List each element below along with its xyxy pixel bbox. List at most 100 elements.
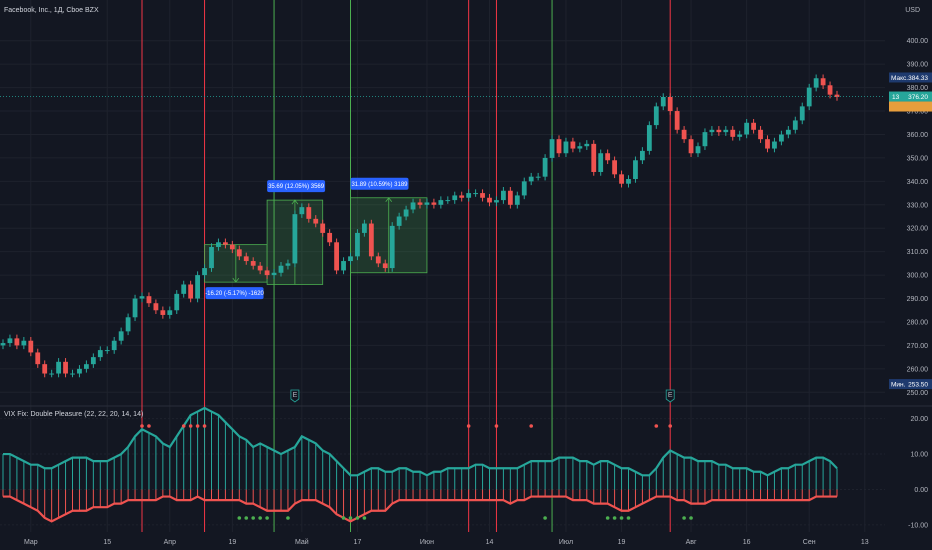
candle-body (348, 256, 353, 262)
candle-body (139, 296, 145, 299)
measure-arrow-head (232, 277, 240, 283)
candle-body (730, 129, 736, 137)
time-tick-label: Сен (803, 539, 816, 546)
signal-dot-bottom (619, 516, 624, 520)
signal-dot-bottom (341, 516, 346, 520)
candle-body (681, 129, 687, 140)
candle-body (236, 249, 242, 257)
candle-body (341, 261, 346, 271)
candle-body (195, 275, 200, 299)
candle-body (716, 129, 722, 133)
time-tick-label: Авг (686, 539, 697, 546)
extreme-marker-value: 384.33 (908, 75, 928, 82)
signal-dot-top (147, 424, 151, 428)
time-tick-label: 15 (103, 539, 111, 546)
price-tick-label: 380.00 (907, 85, 929, 92)
candle-body (424, 202, 430, 205)
candle-body (466, 193, 472, 198)
signal-dot-top (181, 424, 186, 428)
candle-body (577, 146, 583, 149)
symbol-title[interactable]: Facebook, Inc., 1Д, Cboe BZX (4, 7, 99, 14)
candle-body (257, 265, 263, 271)
candle-body (160, 310, 166, 315)
axes-layer[interactable]: 250.00 260.00 270.00 280.00 290.00 300.00 310.… (0, 38, 932, 546)
extreme-marker-bg (889, 379, 932, 390)
candle-body (188, 284, 194, 299)
earnings-flag (665, 389, 675, 403)
candle-body (667, 96, 673, 112)
candle-body (299, 207, 305, 215)
candle-body (758, 129, 763, 140)
extreme-marker-bg (889, 72, 932, 83)
candle-body (438, 200, 444, 205)
measure-label: 31.89 (10.59%) 3189 (351, 182, 408, 188)
candle-body (382, 263, 388, 269)
candle-body (827, 85, 833, 95)
candle-body (772, 141, 777, 149)
signal-dot-bottom (348, 516, 353, 520)
candle-body (806, 87, 812, 107)
candle-body (723, 129, 729, 133)
candle-body (362, 223, 367, 233)
candle-body (598, 153, 604, 172)
candle-body (744, 122, 750, 135)
candle-body (56, 361, 61, 374)
candle-body (209, 246, 214, 269)
candle-body (375, 256, 381, 264)
candle-body (459, 195, 465, 198)
candle-body (660, 96, 666, 107)
histogram-layer (2, 406, 838, 523)
candle-body (591, 143, 597, 172)
currency-label[interactable]: USD (905, 7, 920, 14)
candle-body (250, 261, 256, 266)
candle-body (132, 298, 138, 318)
candle-body (792, 120, 798, 130)
price-tick-label: 280.00 (907, 319, 929, 326)
extreme-marker-label: Мин. (891, 382, 906, 389)
candle-body (445, 200, 451, 202)
candle-body (640, 150, 645, 161)
candle-body (223, 242, 228, 245)
signal-dot-bottom (237, 516, 242, 520)
price-tick-label: 270.00 (907, 343, 929, 350)
candle-body (389, 225, 395, 269)
candle-body (42, 364, 48, 374)
orange-tag (889, 101, 932, 112)
measure-label-bg (267, 180, 326, 193)
measure-label-bg (350, 177, 409, 190)
time-tick-label: Июн (420, 539, 434, 546)
candle-body (35, 352, 41, 365)
lower-line (3, 495, 837, 523)
signal-dot-top (494, 424, 499, 428)
indicator-tick-label: 20.00 (910, 416, 928, 423)
candle-body (334, 242, 339, 271)
candle-body (403, 209, 409, 217)
candle-body (167, 310, 173, 315)
candle-body (813, 78, 819, 88)
measure-boxes-layer[interactable]: -16.20 (-5.17%) -1620 35.69 (12.05%) 3569… (204, 177, 428, 300)
price-tick-label: 320.00 (907, 226, 929, 233)
indicator-tick-label: 0.00 (914, 487, 928, 494)
candle-body (494, 200, 499, 203)
price-tick-label: 340.00 (907, 179, 929, 186)
candle-body (452, 195, 458, 201)
candle-body (153, 303, 159, 311)
candle-body (633, 160, 638, 180)
price-tick-label: 400.00 (907, 38, 929, 45)
candle-body (28, 340, 34, 353)
candle-body (327, 232, 333, 243)
candle-body (473, 193, 478, 195)
candle-body (21, 340, 27, 346)
candle-body (799, 106, 805, 121)
signal-dot-bottom (682, 516, 686, 520)
price-tick-label: 250.00 (907, 390, 929, 397)
indicator-title[interactable]: VIX Fix: Double Pleasure (22, 22, 20, 14… (4, 411, 143, 418)
signal-dot-bottom (244, 516, 249, 520)
candle-body (70, 373, 75, 375)
candle-body (243, 256, 249, 262)
candle-body (737, 134, 743, 137)
price-tick-label: 350.00 (907, 155, 929, 162)
candle-body (480, 193, 485, 198)
